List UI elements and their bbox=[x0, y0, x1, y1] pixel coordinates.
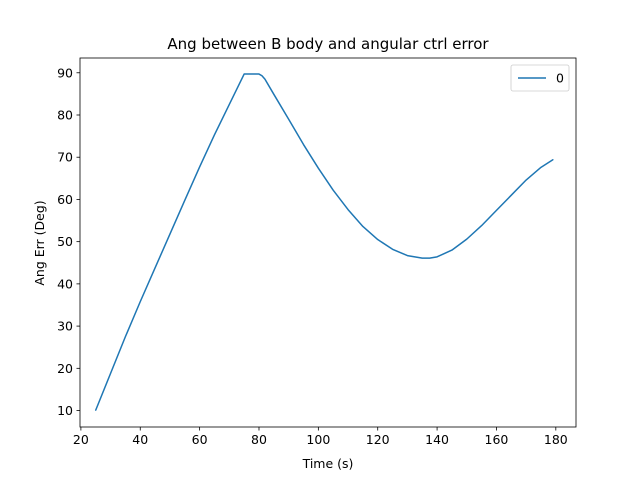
y-tick-label: 30 bbox=[57, 319, 73, 334]
plot-frame bbox=[79, 57, 577, 428]
y-axis-label: Ang Err (Deg) bbox=[32, 200, 47, 285]
x-tick-label: 180 bbox=[544, 432, 568, 447]
plot-area bbox=[79, 57, 577, 428]
y-tick-label: 50 bbox=[57, 234, 73, 249]
y-tick-label: 10 bbox=[57, 403, 73, 418]
series-layer bbox=[94, 73, 554, 411]
x-tick-label: 120 bbox=[366, 432, 390, 447]
x-tick-label: 40 bbox=[132, 432, 148, 447]
series-line-0 bbox=[94, 73, 554, 411]
legend-label: 0 bbox=[556, 71, 564, 86]
x-axis: 20 40 60 80 100 120 140 160 180 bbox=[73, 427, 568, 447]
legend: 0 bbox=[510, 64, 570, 92]
x-axis-label: Time (s) bbox=[302, 456, 354, 471]
y-tick-label: 90 bbox=[57, 65, 73, 80]
y-axis: 10 20 30 40 50 60 70 80 90 bbox=[57, 65, 80, 418]
y-tick-label: 80 bbox=[57, 107, 73, 122]
y-tick-label: 40 bbox=[57, 276, 73, 291]
x-tick-label: 60 bbox=[192, 432, 208, 447]
x-tick-label: 20 bbox=[73, 432, 89, 447]
y-tick-label: 70 bbox=[57, 150, 73, 165]
x-tick-label: 100 bbox=[306, 432, 330, 447]
chart-title: Ang between B body and angular ctrl erro… bbox=[167, 35, 489, 53]
x-tick-label: 80 bbox=[251, 432, 267, 447]
y-tick-label: 60 bbox=[57, 192, 73, 207]
y-tick-label: 20 bbox=[57, 361, 73, 376]
x-tick-label: 160 bbox=[485, 432, 509, 447]
x-tick-label: 140 bbox=[425, 432, 449, 447]
